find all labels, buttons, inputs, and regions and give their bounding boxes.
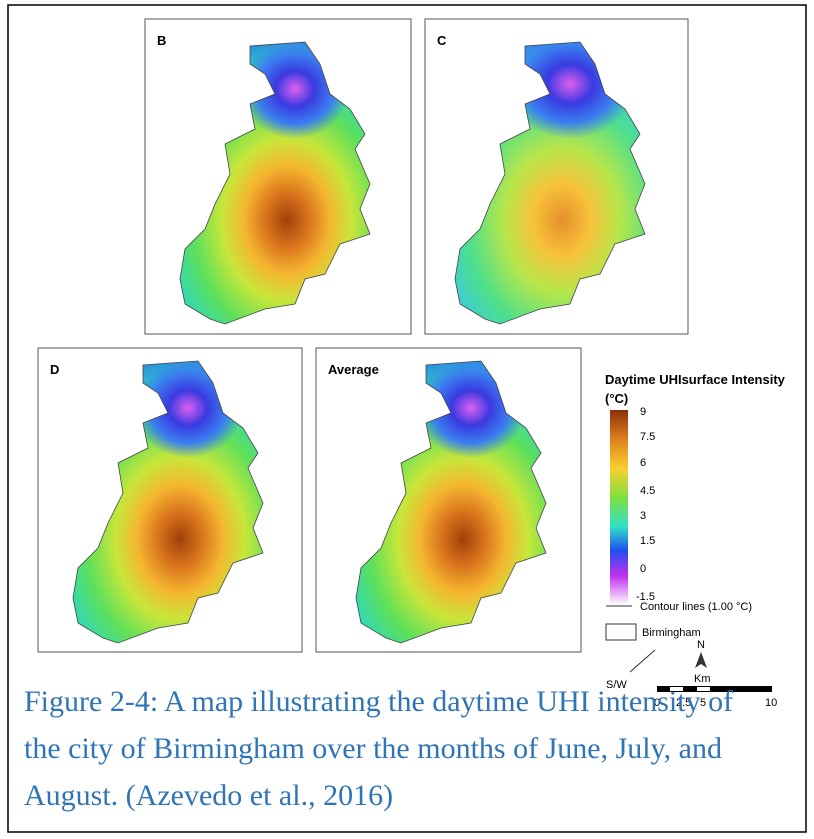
scale-unit: Km	[694, 673, 711, 685]
caption-line: August. (Azevedo et al., 2016)	[24, 779, 393, 812]
scale-tick: 10	[765, 697, 777, 709]
scale-segment	[657, 686, 772, 692]
figure-frame	[7, 4, 807, 833]
scale-bar: S/W N Km 0 2.5 5 10	[606, 639, 777, 709]
scale-segment	[670, 687, 683, 691]
map-panel: B	[144, 18, 412, 335]
boundary-symbol	[605, 623, 637, 641]
direction-arrow	[629, 649, 656, 673]
legend-tick: 3	[640, 510, 646, 522]
direction-label: S/W	[606, 679, 627, 691]
color-ramp	[610, 410, 628, 605]
panel-label: D	[50, 362, 59, 377]
caption-line: Figure 2-4: A map illustrating the dayti…	[24, 685, 733, 718]
scale-tick: 0	[654, 697, 660, 709]
panel-label: Average	[328, 362, 379, 377]
legend-tick: 6	[640, 457, 646, 469]
panel-label: B	[157, 33, 166, 48]
legend-tick: 1.5	[640, 535, 655, 547]
legend-contour: Contour lines (1.00 °C)	[640, 601, 752, 613]
scale-segment	[697, 687, 710, 691]
scale-tick: 2.5	[676, 697, 691, 709]
legend-title: (°C)	[605, 391, 628, 406]
legend: Daytime UHIsurface Intensity (°C) 9 7.5 …	[605, 372, 786, 641]
legend-tick: 9	[640, 406, 646, 418]
scale-tick: 5	[700, 697, 706, 709]
map-panel: D	[37, 347, 303, 653]
panel-label: C	[437, 33, 447, 48]
legend-tick: 7.5	[640, 431, 655, 443]
legend-title: Daytime UHIsurface Intensity	[605, 372, 786, 387]
caption-line: the city of Birmingham over the months o…	[24, 732, 722, 765]
north-label: N	[697, 639, 705, 651]
map-panel: C	[424, 18, 689, 335]
legend-boundary: Birmingham	[642, 627, 701, 639]
legend-tick: 0	[640, 563, 646, 575]
north-arrow	[695, 652, 707, 668]
legend-tick: -1.5	[636, 591, 655, 603]
map-panel: Average	[315, 347, 582, 653]
legend-tick: 4.5	[640, 485, 655, 497]
